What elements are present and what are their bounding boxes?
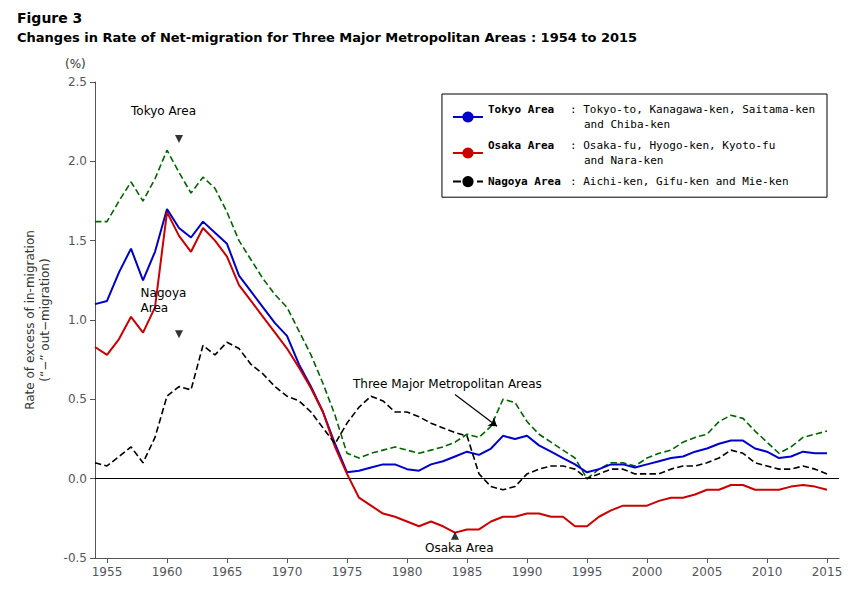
svg-text:and Chiba-ken: and Chiba-ken [584, 118, 670, 131]
svg-text:and Nara-ken: and Nara-ken [584, 154, 663, 167]
svg-text:1955: 1955 [92, 565, 123, 579]
svg-text:0.0: 0.0 [68, 472, 87, 486]
svg-text:-0.5: -0.5 [64, 551, 87, 565]
svg-text:1.5: 1.5 [68, 234, 87, 248]
svg-text:: Osaka-fu, Hyogo-ken, Kyoto-f: : Osaka-fu, Hyogo-ken, Kyoto-fu [570, 139, 775, 152]
svg-text:2.0: 2.0 [68, 154, 87, 168]
svg-text:1970: 1970 [272, 565, 303, 579]
svg-text:1980: 1980 [392, 565, 423, 579]
svg-text:Figure 3: Figure 3 [17, 10, 82, 26]
svg-text:(“−” out−migration): (“−” out−migration) [38, 258, 52, 381]
svg-text:: Aichi-ken, Gifu-ken and Mie-: : Aichi-ken, Gifu-ken and Mie-ken [570, 175, 789, 188]
svg-text:2010: 2010 [752, 565, 783, 579]
svg-text:0.5: 0.5 [68, 392, 87, 406]
svg-text:1960: 1960 [152, 565, 183, 579]
svg-text:Osaka Area: Osaka Area [425, 541, 494, 555]
svg-text:2000: 2000 [632, 565, 663, 579]
svg-text:1975: 1975 [332, 565, 363, 579]
svg-text:Nagoya: Nagoya [141, 286, 187, 300]
svg-text:2.5: 2.5 [68, 75, 87, 89]
svg-text:Tokyo Area: Tokyo Area [130, 104, 196, 118]
svg-text:1995: 1995 [572, 565, 603, 579]
svg-text:1965: 1965 [212, 565, 243, 579]
svg-text:Area: Area [141, 301, 169, 315]
svg-text:1.0: 1.0 [68, 313, 87, 327]
svg-text:: Tokyo-to, Kanagawa-ken, Sait: : Tokyo-to, Kanagawa-ken, Saitama-ken [570, 103, 815, 116]
svg-text:Changes in Rate of Net-migrati: Changes in Rate of Net-migration for Thr… [17, 30, 637, 45]
svg-text:Rate of excess of in-migration: Rate of excess of in-migration [23, 230, 37, 410]
svg-text:Osaka Area: Osaka Area [488, 139, 554, 152]
svg-text:Tokyo Area: Tokyo Area [488, 103, 554, 116]
svg-text:2005: 2005 [692, 565, 723, 579]
svg-text:Nagoya Area: Nagoya Area [488, 175, 561, 188]
svg-text:1990: 1990 [512, 565, 543, 579]
svg-text:Three Major Metropolitan Areas: Three Major Metropolitan Areas [352, 377, 542, 391]
svg-text:1985: 1985 [452, 565, 483, 579]
svg-text:2015: 2015 [812, 565, 843, 579]
svg-text:(%): (%) [65, 57, 86, 71]
